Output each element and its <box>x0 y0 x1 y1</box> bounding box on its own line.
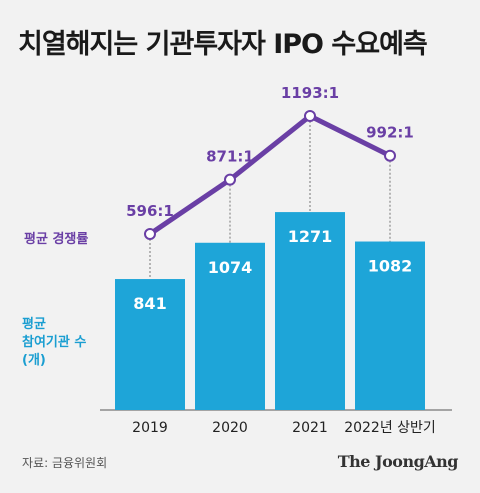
bar-2020 <box>195 242 265 410</box>
rate-point <box>224 173 236 186</box>
chart-title: 치열해지는 기관투자자 IPO 수요예측 <box>18 29 428 60</box>
rate-line <box>148 113 392 237</box>
rate-point <box>384 149 396 162</box>
source-note: 자료: 금융위원회 <box>22 456 108 470</box>
x-tick-label: 2020 <box>212 420 248 436</box>
count-label-line1: 평균 <box>22 317 46 332</box>
rate-point <box>144 228 156 240</box>
bar-value-label: 1074 <box>208 258 253 277</box>
rate-value-label: 871:1 <box>206 148 254 166</box>
rate-value-label: 992:1 <box>366 124 414 142</box>
x-tick-label: 2019 <box>132 420 168 436</box>
x-tick-label: 2021 <box>292 420 328 436</box>
bar-value-label: 841 <box>133 294 166 313</box>
rate-value-label: 1193:1 <box>281 84 339 102</box>
bar-value-label: 1082 <box>368 257 413 276</box>
count-label-line3: (개) <box>22 353 46 368</box>
x-tick-label: 2022년 상반기 <box>344 420 436 436</box>
rate-value-label: 596:1 <box>126 202 174 220</box>
brand-logo: The JoongAng <box>337 452 459 471</box>
bar-value-label: 1271 <box>288 227 333 246</box>
rate-point <box>304 110 316 122</box>
count-label-line2: 참여기관 수 <box>22 335 87 350</box>
bar-2021 <box>275 212 345 410</box>
bar-2022년 상반기 <box>355 241 425 410</box>
bar-2019 <box>115 279 185 410</box>
count-label: 평균 참여기관 수 (개) <box>22 316 86 370</box>
rate-label: 평균 경쟁률 <box>24 232 89 247</box>
